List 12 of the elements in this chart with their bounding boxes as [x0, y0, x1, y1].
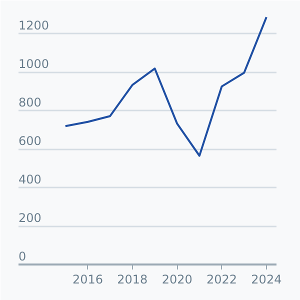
x-tick-label: 2020: [162, 272, 192, 286]
y-tick-label: 1000: [18, 57, 50, 72]
y-tick-label: 200: [18, 211, 42, 226]
y-tick-label: 0: [18, 250, 26, 264]
y-tick-label: 800: [18, 96, 42, 110]
x-tick-label: 2022: [206, 272, 238, 286]
y-tick-label: 600: [18, 134, 42, 148]
x-tick-label: 2018: [117, 272, 148, 286]
x-tick-label: 2016: [72, 272, 104, 286]
y-tick-label: 1200: [18, 18, 50, 33]
x-tick-label: 2024: [251, 272, 282, 286]
y-tick-label: 400: [18, 172, 42, 187]
